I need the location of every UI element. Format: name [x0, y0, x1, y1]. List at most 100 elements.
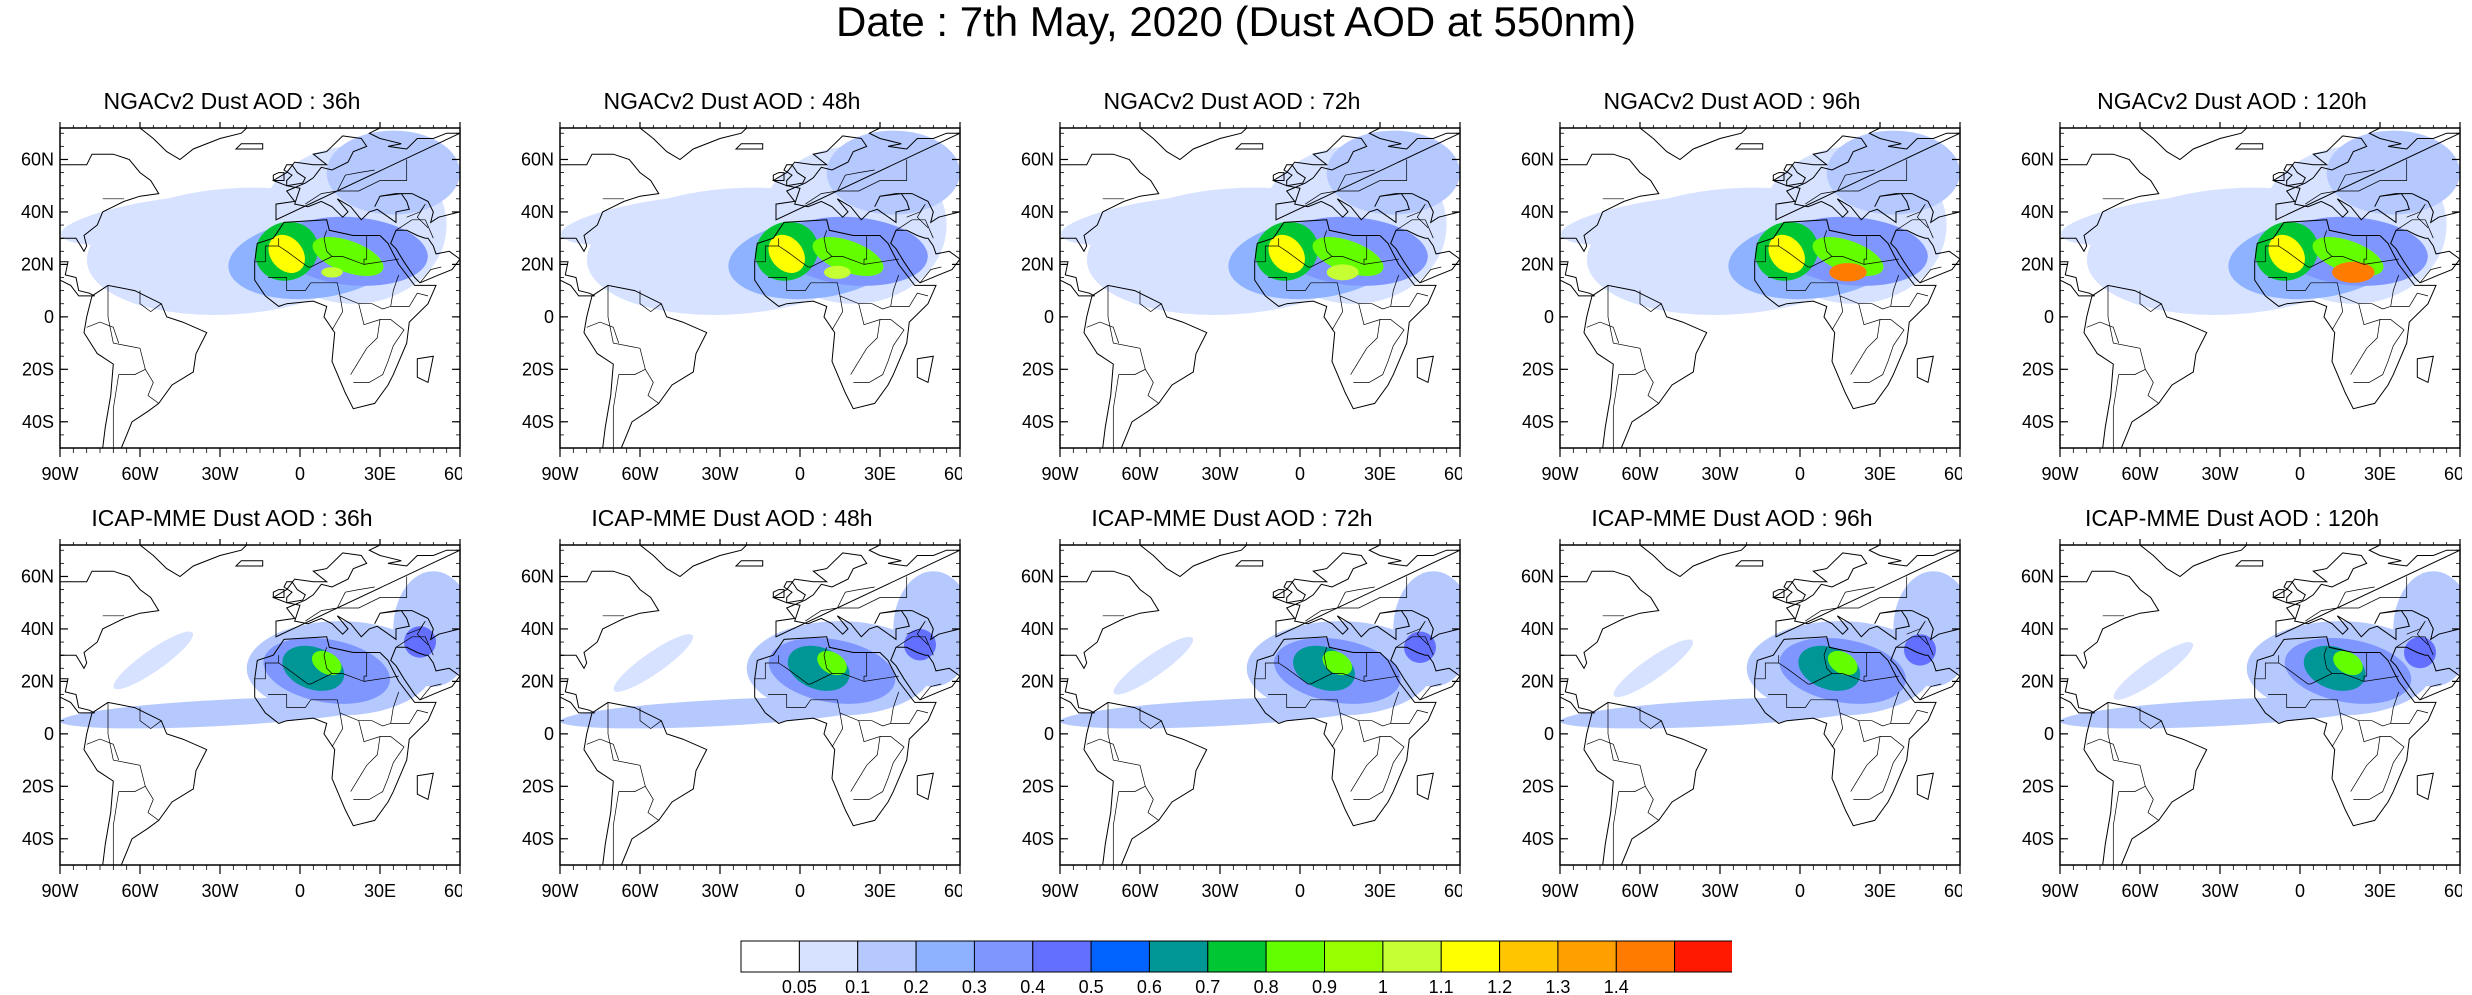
lat-tick-label: 60N [521, 566, 554, 586]
country-border [1607, 285, 1646, 375]
coastline-greenland [2139, 545, 2248, 578]
coastline-northAmerica [560, 570, 660, 670]
colorbar-label: 0.1 [845, 977, 870, 995]
lat-tick-label: 40N [21, 202, 54, 222]
country-border [1778, 235, 1868, 268]
country-border [850, 303, 881, 375]
country-border [2419, 266, 2442, 284]
country-border [1823, 230, 1833, 257]
lat-tick-label: 20S [1022, 359, 1054, 379]
coastline-northAmerica [60, 570, 160, 670]
dust-aod-region [1613, 639, 1694, 698]
country-border [612, 374, 620, 448]
country-border [2363, 258, 2399, 265]
map-panel: NGACv2 Dust AOD : 72h 60N 40N 20N 0 20S 40S 90W… [1002, 88, 1462, 498]
lat-tick-label: 20S [1522, 776, 1554, 796]
colorbar-swatch [1207, 940, 1267, 973]
country-border [1331, 712, 1344, 748]
coastline-britain [1783, 581, 1806, 604]
lon-tick-label: 60W [2121, 464, 2158, 484]
lat-tick-label: 20N [1021, 671, 1054, 691]
coastline-centralAmerica [560, 261, 595, 297]
coastline-madagascar [1916, 772, 1934, 801]
country-border [2086, 738, 2120, 761]
country-border [390, 292, 429, 307]
coastline-greenland [1139, 128, 1248, 161]
coastline-madagascar [416, 772, 434, 801]
country-border [639, 290, 662, 313]
coastline-madagascar [1416, 772, 1434, 801]
country-border [754, 655, 780, 680]
country-border [2406, 620, 2429, 645]
coastline-africa [1754, 636, 1937, 827]
country-border [1639, 290, 1662, 313]
dust-aod-region [321, 267, 343, 278]
country-border [754, 238, 780, 263]
lat-tick-label: 40N [1521, 202, 1554, 222]
coastline-europe [272, 545, 460, 641]
coastline-ireland [772, 589, 785, 598]
lat-tick-label: 20N [1521, 254, 1554, 274]
country-border [1353, 736, 1405, 800]
colorbar-label: 0.5 [1079, 977, 1104, 995]
lon-tick-label: 90W [1041, 881, 1078, 901]
country-border [1919, 683, 1942, 701]
lon-tick-label: 90W [1541, 881, 1578, 901]
lon-tick-label: 60W [1621, 881, 1658, 901]
lon-tick-label: 90W [2041, 881, 2078, 901]
country-border [2060, 237, 2066, 240]
lon-tick-label: 60E [944, 881, 962, 901]
coastline-northAmerica [60, 153, 160, 253]
country-border [2419, 683, 2442, 701]
country-border [1419, 683, 1442, 701]
lat-tick-label: 40N [1021, 202, 1054, 222]
country-border [2107, 285, 2146, 375]
country-border [1390, 292, 1429, 307]
country-border [1305, 576, 1408, 622]
country-border [2336, 169, 2375, 192]
lon-tick-label: 30E [864, 881, 896, 901]
coastline-centralAmerica [1560, 678, 1595, 714]
map-panel: ICAP-MME Dust AOD : 72h 60N 40N 20N 0 20S 40S 9… [1002, 505, 1462, 915]
coastline-europe [2272, 128, 2460, 224]
country-border [1323, 647, 1333, 674]
lon-tick-label: 60W [121, 881, 158, 901]
lon-tick-label: 30W [201, 464, 238, 484]
map-plot: 60N 40N 20N 0 20S 40S 90W 60W 30W 0 30E 60E [521, 539, 962, 901]
coastline-europe [1772, 128, 1960, 224]
dust-aod-region [1768, 234, 1805, 273]
coastline-britain [1783, 164, 1806, 187]
coastline-arabia [1390, 646, 1460, 701]
lat-tick-label: 40S [1022, 412, 1054, 432]
coastline-iceland [234, 560, 264, 567]
country-border [1863, 258, 1899, 265]
coastline-southAmerica [1083, 284, 1208, 448]
country-border [1639, 707, 1662, 730]
lon-tick-label: 60E [1944, 464, 1962, 484]
country-border [1406, 620, 1429, 645]
dust-aod-region [2113, 642, 2194, 700]
country-border [1086, 738, 1120, 761]
coastline-madagascar [416, 355, 434, 384]
country-border [863, 258, 899, 265]
country-border [406, 203, 429, 228]
country-border [607, 702, 646, 792]
lon-tick-label: 30E [364, 464, 396, 484]
coastline-africa [1754, 219, 1937, 410]
country-border [805, 159, 908, 205]
country-border [145, 369, 159, 404]
coastline-europe [1272, 545, 1460, 641]
dust-aod-region [1113, 636, 1194, 695]
country-border [890, 709, 929, 724]
coastline-arabia [890, 229, 960, 284]
coastline-greenland [639, 128, 748, 161]
colorbar-swatch [1674, 940, 1732, 973]
country-border [1139, 707, 1162, 730]
lat-tick-label: 60N [1021, 566, 1054, 586]
country-border [1350, 303, 1381, 375]
colorbar-label: 0.05 [782, 977, 817, 995]
coastline-southAmerica [83, 284, 208, 448]
coastline-ireland [772, 172, 785, 181]
colorbar-swatch [915, 940, 976, 973]
dust-aod-region [60, 194, 273, 246]
